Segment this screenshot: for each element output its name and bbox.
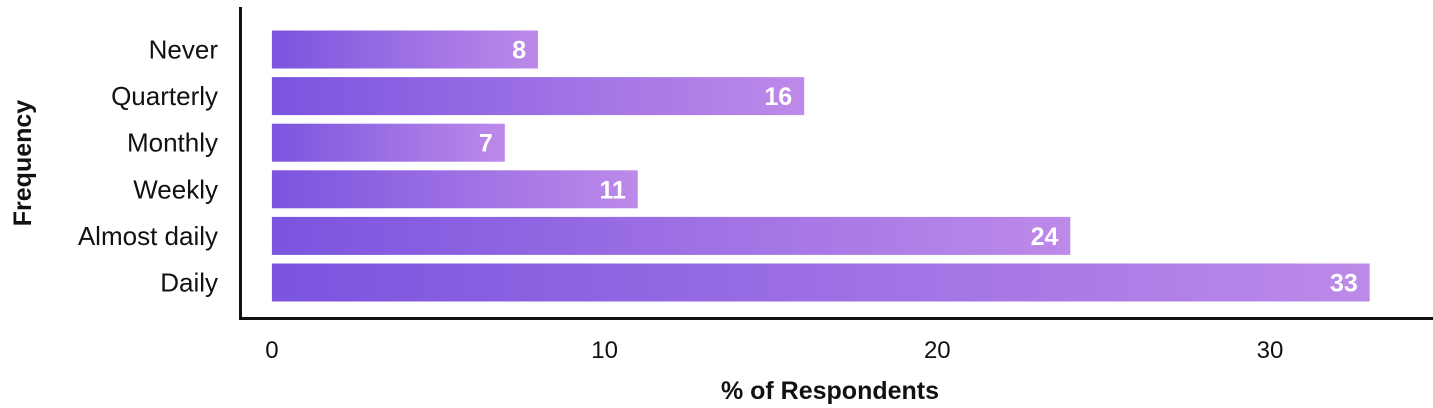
bar-value-label-quarterly: 16 [764, 83, 792, 111]
bar-value-label-never: 8 [512, 37, 526, 65]
category-label-daily: Daily [160, 268, 218, 298]
category-label-weekly: Weekly [133, 174, 218, 204]
bar-labels-layer: 8 16 7 11 24 33 [479, 37, 1358, 298]
category-label-never: Never [149, 35, 219, 65]
category-labels-layer: Never Quarterly Monthly Weekly Almost daily D… [78, 35, 218, 298]
bar-value-label-monthly: 7 [479, 130, 493, 158]
x-tick-label: 10 [591, 337, 618, 364]
bar-daily [271, 263, 1370, 302]
y-axis-title: Frequency [9, 100, 37, 227]
bar-almost-daily [271, 216, 1071, 255]
bar-never [271, 30, 538, 69]
bar-quarterly [271, 77, 805, 116]
bar-weekly [271, 170, 638, 209]
category-label-monthly: Monthly [127, 128, 218, 158]
x-tick-label: 20 [924, 337, 951, 364]
category-label-almost-daily: Almost daily [78, 221, 218, 251]
x-tick-label: 0 [265, 337, 278, 364]
bar-value-label-weekly: 11 [599, 176, 626, 204]
x-axis-title: % of Respondents [721, 377, 939, 405]
bar-value-label-almost-daily: 24 [1031, 223, 1059, 251]
bar-value-label-daily: 33 [1330, 270, 1358, 298]
bar-monthly [271, 123, 505, 162]
x-tick-label: 30 [1257, 337, 1284, 364]
bars-layer [271, 30, 1370, 302]
x-tick-labels-layer: 0 10 20 30 [265, 337, 1283, 364]
category-label-quarterly: Quarterly [111, 81, 218, 111]
